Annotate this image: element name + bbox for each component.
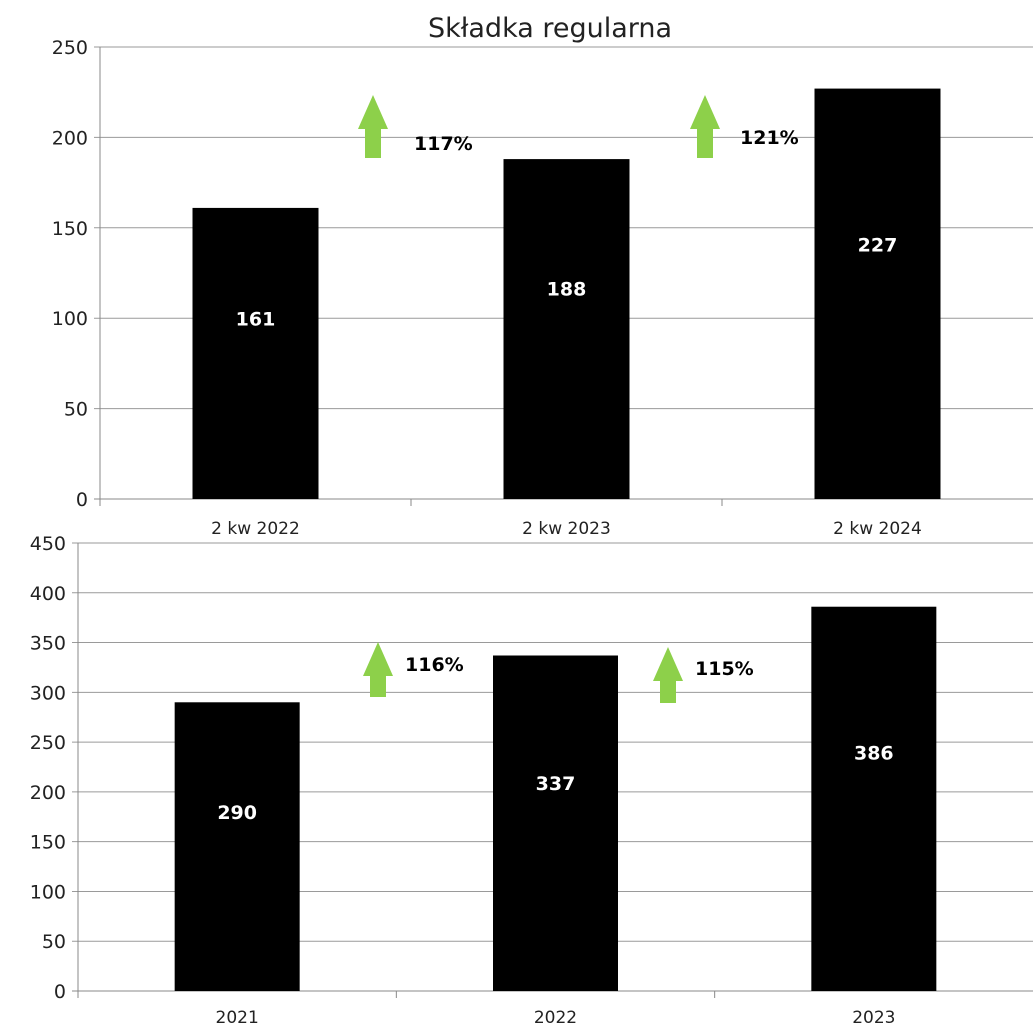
x-tick-label: 2 kw 2024 [833,519,922,539]
x-tick-label: 2021 [216,1008,259,1028]
bar-data-label: 161 [236,309,276,331]
y-tick-label: 100 [52,308,88,330]
up-arrow-icon [653,647,683,703]
y-tick-label: 250 [52,37,88,59]
bar [814,88,941,500]
y-tick-label: 350 [30,633,66,655]
up-arrow-icon [358,95,388,158]
y-tick-label: 400 [30,583,66,605]
y-tick-label: 50 [64,399,88,421]
growth-label: 117% [414,133,473,155]
growth-label: 116% [405,654,464,676]
bar-data-label: 337 [536,773,576,795]
growth-label: 115% [695,658,754,680]
bar-data-label: 386 [854,743,894,765]
bar [811,606,937,991]
y-tick-label: 0 [54,981,66,1003]
bar [192,207,319,500]
y-tick-label: 0 [76,489,88,511]
up-arrow-icon [690,95,720,158]
y-tick-label: 200 [30,782,66,804]
bar [174,702,300,991]
bar [503,159,630,499]
y-tick-label: 50 [42,931,66,953]
y-tick-label: 100 [30,881,66,903]
growth-label: 121% [740,127,799,149]
bar [493,655,618,991]
y-tick-label: 300 [30,682,66,704]
bar-data-label: 188 [547,278,587,300]
y-tick-label: 200 [52,127,88,149]
x-tick-label: 2022 [534,1008,577,1028]
x-tick-label: 2 kw 2023 [522,519,611,539]
chart-top: 0 50 100 150 200 250 161 2 kw 2022 188 2 kw 2023 2… [52,37,1033,539]
chart-bottom: 0 50 100 150 200 250 300 350 400 450 290 2021 337 202… [30,533,1033,1028]
y-tick-label: 150 [30,832,66,854]
up-arrow-icon [363,642,393,697]
x-tick-label: 2 kw 2022 [211,519,300,539]
y-tick-label: 250 [30,732,66,754]
bar-data-label: 227 [858,235,898,257]
x-tick-label: 2023 [852,1008,895,1028]
y-tick-label: 150 [52,218,88,240]
chart-title: Składka regularna [428,13,672,44]
y-tick-label: 450 [30,533,66,555]
bar-data-label: 290 [217,802,257,824]
